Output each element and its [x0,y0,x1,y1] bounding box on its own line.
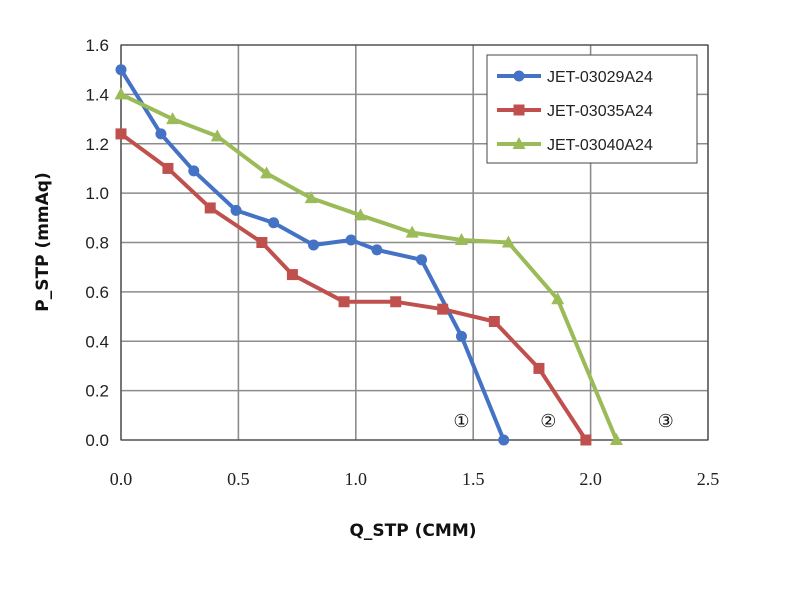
data-point [512,137,526,149]
legend-label: JET-03029A24 [547,69,653,86]
data-point [455,330,467,342]
data-point [155,128,167,140]
legend-item: JET-03035A24 [497,103,653,120]
y-tick-label: 0.0 [85,431,109,450]
data-point [437,303,449,315]
data-point [501,235,515,248]
data-point [114,87,128,100]
y-tick-label: 1.2 [85,135,109,154]
data-point [230,204,242,216]
y-axis-ticks: 0.0 0.2 0.4 0.6 0.8 1.0 1.2 1.4 1.6 [85,36,109,450]
x-axis-label: Q_STP (CMM) [349,521,476,541]
x-axis-ticks: 0.0 0.5 1.0 1.5 2.0 2.5 [110,469,720,489]
data-point [162,162,174,174]
y-tick-label: 1.4 [85,85,109,104]
x-tick-label: 1.0 [345,469,368,489]
series-jet-03040a24 [114,87,623,445]
data-point [513,70,525,82]
series-layer [114,64,623,446]
data-point [580,434,592,446]
legend-items: JET-03029A24 JET-03035A24 JET-03040A24 [497,69,653,154]
series-line [119,131,588,442]
x-tick-label: 0.5 [227,469,250,489]
x-tick-label: 2.5 [697,469,720,489]
data-point [166,112,180,125]
data-point [286,269,298,281]
annotations: ① ② ③ [453,411,673,432]
y-tick-label: 0.6 [85,283,109,302]
data-point [533,362,545,374]
data-point [115,128,127,140]
data-point [371,244,383,256]
curve-number-label: ① [453,411,469,432]
plot-frame [120,44,709,441]
data-point [188,165,200,177]
data-point [345,234,357,246]
data-point [308,239,320,251]
data-point [338,296,350,308]
data-point [256,237,268,248]
data-point [498,434,510,446]
y-axis-label: P_STP (mmAq) [33,172,53,311]
curve-number-label: ② [540,411,556,432]
data-point [405,225,419,238]
x-tick-label: 1.5 [462,469,485,489]
y-tick-label: 0.8 [85,234,109,253]
legend-item: JET-03029A24 [497,69,653,86]
legend-label: JET-03035A24 [547,103,653,120]
legend: JET-03029A24 JET-03035A24 JET-03040A24 [486,54,698,164]
y-tick-label: 0.4 [85,332,109,351]
data-point [513,104,525,116]
data-point [390,296,402,308]
y-tick-label: 1.6 [85,36,109,55]
data-point [260,166,274,179]
data-point [210,129,224,142]
series-line [119,67,506,442]
x-tick-label: 0.0 [110,469,133,489]
data-point [304,191,318,204]
legend-item: JET-03040A24 [497,137,653,154]
data-point [353,208,367,221]
data-point [204,202,216,214]
data-point [551,292,565,305]
series-jet-03035a24 [115,128,592,446]
y-tick-label: 0.2 [85,382,109,401]
curve-number-label: ③ [658,411,674,432]
legend-label: JET-03040A24 [547,137,653,154]
data-point [454,233,468,246]
data-point [609,433,623,445]
data-point [268,217,280,229]
data-point [416,254,428,266]
data-point [115,64,127,76]
y-tick-label: 1.0 [85,184,109,203]
series-jet-03029a24 [115,64,510,446]
x-tick-label: 2.0 [579,469,602,489]
data-point [488,316,500,327]
